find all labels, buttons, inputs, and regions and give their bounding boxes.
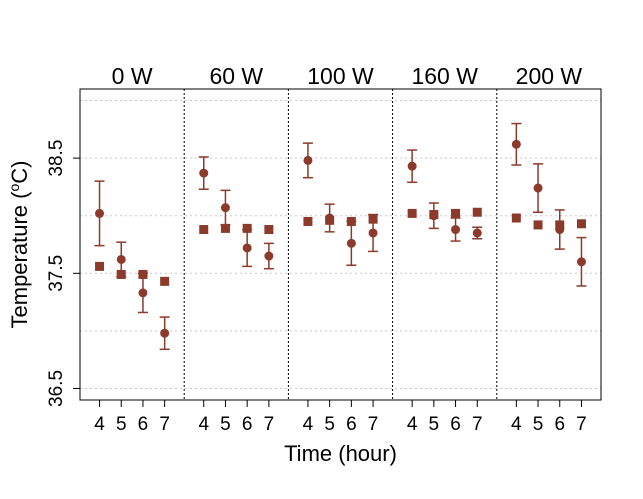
x-tick-label: 5 xyxy=(533,414,544,435)
data-point-square xyxy=(555,220,565,230)
x-tick-label: 4 xyxy=(511,414,522,435)
data-point-circle xyxy=(576,257,586,267)
grid-lines xyxy=(80,100,601,389)
data-point-square xyxy=(368,214,378,224)
data-point-square xyxy=(576,219,586,229)
data-point-circle xyxy=(199,168,209,178)
data-point-square xyxy=(429,210,439,220)
data-point-circle xyxy=(303,155,313,165)
data-point-square xyxy=(346,216,356,226)
x-tick-label: 7 xyxy=(264,414,275,435)
data-point-circle xyxy=(472,228,482,238)
panel-separators xyxy=(183,89,498,400)
data-point-circle xyxy=(368,228,378,238)
y-axis-title-unit: C) xyxy=(7,161,32,184)
x-tick-label: 7 xyxy=(576,414,587,435)
data-point-square xyxy=(199,225,209,235)
data-point-circle xyxy=(407,161,417,171)
y-tick-label: 38.5 xyxy=(46,140,67,177)
x-tick-label: 5 xyxy=(429,414,440,435)
y-axis-title-degree: o xyxy=(6,184,22,192)
x-tick-label: 5 xyxy=(116,414,127,435)
data-point-circle xyxy=(264,251,274,261)
data-point-square xyxy=(472,207,482,217)
data-point-circle xyxy=(511,139,521,149)
x-tick-label: 6 xyxy=(242,414,253,435)
y-tick-label: 36.5 xyxy=(46,370,67,407)
data-point-square xyxy=(116,269,126,279)
y-axis-title-base: Temperature ( xyxy=(7,191,32,329)
x-tick-label: 4 xyxy=(303,414,314,435)
data-marks xyxy=(94,122,587,351)
x-tick-label: 6 xyxy=(554,414,565,435)
data-point-circle xyxy=(220,203,230,213)
data-point-square xyxy=(95,261,105,271)
plot-frame xyxy=(79,88,602,401)
x-tick-label: 5 xyxy=(324,414,335,435)
y-axis-title: Temperature (oC) xyxy=(6,161,32,329)
panel-title: 160 W xyxy=(411,63,478,89)
panel-title: 0 W xyxy=(112,63,153,89)
data-point-square xyxy=(220,223,230,233)
panel-title: 200 W xyxy=(516,63,583,89)
data-point-circle xyxy=(533,183,543,193)
x-tick-label: 7 xyxy=(472,414,483,435)
data-point-square xyxy=(264,225,274,235)
panel-titles: 0 W 60 W 100 W 160 W 200 W xyxy=(112,63,583,89)
data-point-square xyxy=(138,269,148,279)
data-point-circle xyxy=(160,328,170,338)
data-point-circle xyxy=(95,208,105,218)
x-tick-label: 7 xyxy=(368,414,379,435)
x-tick-label: 6 xyxy=(138,414,149,435)
data-point-square xyxy=(242,223,252,233)
x-tick-label: 7 xyxy=(159,414,170,435)
data-point-circle xyxy=(116,254,126,264)
x-tick-label: 4 xyxy=(94,414,105,435)
x-tick-label: 6 xyxy=(346,414,357,435)
data-point-circle xyxy=(242,243,252,253)
x-tick-label: 4 xyxy=(407,414,418,435)
data-point-square xyxy=(407,208,417,218)
y-axis: 36.5 37.5 38.5 xyxy=(46,140,80,407)
data-point-square xyxy=(451,208,461,218)
data-point-square xyxy=(160,276,170,286)
x-tick-label: 5 xyxy=(220,414,231,435)
panel-title: 100 W xyxy=(307,63,374,89)
data-point-square xyxy=(511,213,521,223)
y-tick-label: 37.5 xyxy=(46,255,67,292)
data-point-circle xyxy=(346,238,356,248)
data-point-circle xyxy=(451,225,461,235)
x-tick-label: 6 xyxy=(450,414,461,435)
data-point-square xyxy=(533,220,543,230)
data-point-circle xyxy=(138,288,148,298)
data-point-square xyxy=(325,215,335,225)
x-tick-label: 4 xyxy=(198,414,209,435)
data-point-square xyxy=(303,216,313,226)
x-axis-title: Time (hour) xyxy=(284,441,397,466)
panel-title: 60 W xyxy=(209,63,263,89)
